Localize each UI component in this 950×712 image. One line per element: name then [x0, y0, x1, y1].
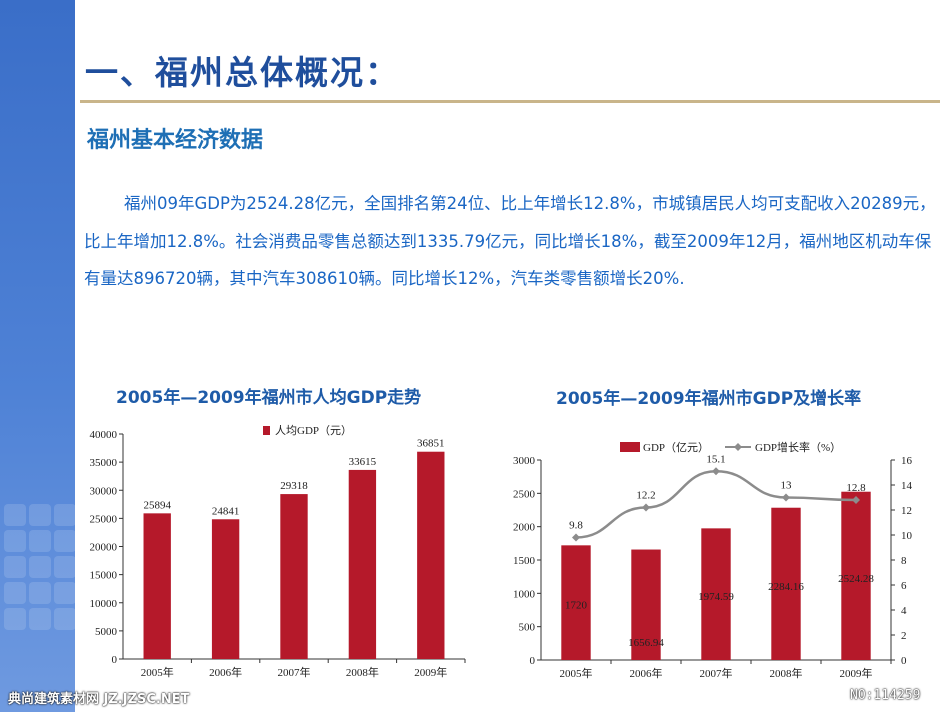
decorative-tile	[54, 530, 76, 552]
x-tick-label: 2005年	[560, 666, 593, 680]
y-tick-label: 40000	[90, 429, 118, 441]
bar	[348, 469, 377, 659]
growth-rate-point	[712, 467, 720, 476]
x-tick-label: 2009年	[840, 666, 873, 680]
x-tick-label: 2009年	[414, 665, 447, 679]
decorative-tile	[29, 608, 51, 630]
summary-paragraph: 福州09年GDP为2524.28亿元，全国排名第24位、比上年增长12.8%，市…	[84, 194, 936, 288]
y-tick-label: 10000	[90, 598, 118, 610]
y-tick-label: 30000	[90, 485, 118, 497]
y-tick-label: 2500	[513, 488, 536, 500]
y-tick-label: 500	[519, 622, 536, 634]
y-tick-label: 0	[112, 654, 118, 666]
bar-data-label: 2524.28	[838, 573, 874, 585]
y2-tick-label: 8	[901, 555, 907, 567]
gdp-growth-chart: 0 500 1000 1500 2000 2500 3000 0 2 4 6 8 10 12 14 16 172…	[513, 440, 913, 680]
y2-tick-label: 0	[901, 655, 907, 667]
decorative-tile	[54, 556, 76, 578]
growth-rate-point	[572, 533, 580, 542]
y2-tick-label: 4	[901, 605, 907, 617]
line-data-label: 12.8	[846, 482, 866, 494]
x-tick-label: 2007年	[700, 666, 733, 680]
bar	[211, 519, 240, 659]
data-label: 36851	[417, 438, 445, 450]
bar	[841, 491, 871, 660]
bar	[417, 451, 445, 659]
bar	[280, 494, 308, 659]
decorative-tile	[54, 608, 76, 630]
x-tick-label: 2005年	[141, 665, 174, 679]
decorative-tile	[29, 530, 51, 552]
data-label: 33615	[349, 456, 377, 468]
bar-data-label: 1974.59	[698, 591, 734, 603]
bar-data-label: 1656.94	[628, 637, 664, 649]
y-tick-label: 2000	[513, 522, 536, 534]
decorative-tile	[4, 608, 26, 630]
y2-tick-label: 14	[901, 480, 913, 492]
legend-label-line: GDP增长率（%）	[755, 440, 841, 454]
y-tick-label: 5000	[95, 626, 118, 638]
bar	[143, 513, 171, 659]
decorative-tile	[4, 556, 26, 578]
legend-label: 人均GDP（元）	[275, 424, 352, 437]
line-data-label: 12.2	[636, 490, 655, 502]
left-decorative-bar	[0, 0, 76, 712]
x-tick-label: 2007年	[278, 665, 311, 679]
decorative-tile	[29, 556, 51, 578]
line-data-label: 15.1	[706, 453, 725, 465]
legend-marker-line	[734, 443, 742, 451]
decorative-tile	[4, 530, 26, 552]
data-label: 25894	[143, 499, 171, 511]
section-subtitle: 福州基本经济数据	[87, 128, 264, 153]
y-tick-label: 0	[530, 655, 536, 667]
watermark-right: NO:114259	[850, 688, 921, 703]
y-tick-label: 35000	[90, 457, 118, 469]
decorative-tile	[54, 582, 76, 604]
x-tick-label: 2008年	[346, 665, 379, 679]
decorative-tile	[54, 504, 76, 526]
y-tick-label: 15000	[90, 570, 118, 582]
y-tick-label: 1500	[513, 555, 536, 567]
bar	[631, 549, 661, 660]
decorative-tile	[4, 582, 26, 604]
line-data-label: 13	[781, 480, 793, 492]
bar-data-label: 1720	[565, 600, 588, 612]
bar	[561, 545, 591, 660]
y2-tick-label: 2	[901, 630, 907, 642]
growth-rate-point	[642, 503, 650, 512]
title-divider	[80, 100, 940, 103]
decorative-tile	[4, 504, 26, 526]
x-tick-label: 2008年	[770, 666, 803, 680]
watermark-left: 典尚建筑素材网 JZ.JZSC.NET	[8, 692, 190, 707]
y2-tick-label: 16	[901, 455, 913, 467]
bar-data-label: 2284.16	[768, 581, 804, 593]
bar	[701, 528, 731, 660]
slide-title: 一、福州总体概况：	[85, 53, 400, 92]
y2-tick-label: 10	[901, 530, 913, 542]
legend-swatch-bar	[620, 442, 640, 452]
x-tick-label: 2006年	[209, 665, 242, 679]
decorative-tile	[29, 504, 51, 526]
data-label: 29318	[280, 480, 308, 492]
x-tick-label: 2006年	[630, 666, 663, 680]
growth-rate-point	[852, 496, 860, 504]
y2-tick-label: 6	[901, 580, 907, 592]
bar	[771, 507, 801, 660]
line-data-label: 9.8	[569, 520, 583, 532]
y-tick-label: 25000	[90, 513, 118, 525]
y2-tick-label: 12	[901, 505, 912, 517]
legend-label-bar: GDP（亿元）	[643, 441, 709, 454]
growth-rate-point	[782, 493, 790, 502]
y-tick-label: 3000	[513, 455, 536, 467]
y-tick-label: 20000	[90, 542, 118, 554]
decorative-tiles	[0, 470, 76, 700]
chart2-title: 2005年—2009年福州市GDP及增长率	[556, 389, 862, 409]
legend-swatch	[263, 426, 270, 435]
per-capita-gdp-chart: 0 5000 10000 15000 20000 25000 30000 35000 40000…	[90, 424, 466, 679]
decorative-tile	[29, 582, 51, 604]
data-label: 24841	[212, 505, 240, 517]
y-tick-label: 1000	[513, 588, 536, 600]
chart1-title: 2005年—2009年福州市人均GDP走势	[116, 388, 422, 408]
growth-rate-line	[575, 469, 857, 539]
